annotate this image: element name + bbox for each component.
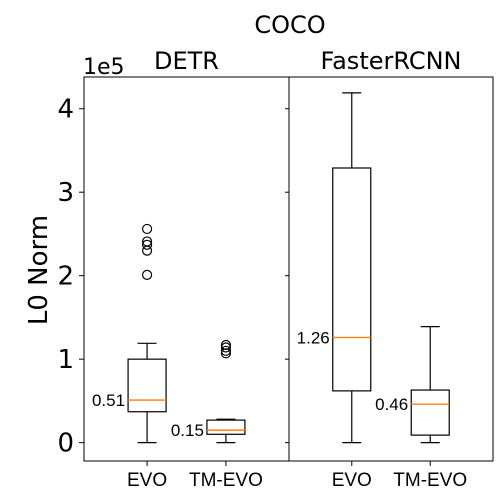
chart-title: COCO [254,11,325,39]
iqr-box [206,419,246,435]
x-tick-label: EVO [127,470,167,491]
iqr-box [332,167,372,392]
y-tick-label: 1 [57,345,74,375]
box-evo: EVO 0.51 [92,223,167,491]
box-tm-evo: TM-EVO 0.46 [375,326,467,491]
iqr-box [127,358,167,413]
outlier-point [141,269,153,280]
panel-title: DETR [154,47,219,75]
y-tick-label: 3 [57,178,74,208]
x-tick-label: TM-EVO [393,470,467,491]
y-tick-label: 0 [57,429,74,459]
outlier-point [220,345,232,356]
panel-2: FasterRCNN EVO 1.26 TM-EVO 0.46 [285,47,494,491]
median-label: 0.51 [92,391,125,410]
plot-frame [288,76,494,462]
panel-1: DETR EVO 0.51 TM-EVO 0.15 [83,47,290,491]
median-label: 1.26 [297,328,330,347]
y-tick-label: 4 [57,95,74,125]
y-offset-text: 1e5 [83,55,125,80]
y-tick-label: 2 [57,262,74,292]
y-axis-label: L0 Norm [24,215,54,325]
outlier-point [141,223,153,235]
x-tick-label: EVO [332,470,372,491]
x-tick-label: TM-EVO [189,470,263,491]
y-axis: 0 1 2 3 4 [57,95,84,459]
box-evo: EVO 1.26 [297,92,372,491]
median-label: 0.15 [171,421,204,440]
box-tm-evo: TM-EVO 0.15 [171,339,263,491]
panels: DETR EVO 0.51 TM-EVO 0.15 FasterRCNN EVO 1.26 TM… [83,47,494,491]
median-label: 0.46 [375,395,408,414]
outlier-point [220,342,232,353]
outlier-point [220,339,232,351]
panel-title: FasterRCNN [321,47,462,75]
outlier-point [141,239,153,250]
outlier-point [141,236,153,247]
iqr-box [410,389,450,436]
outlier-point [220,348,232,359]
